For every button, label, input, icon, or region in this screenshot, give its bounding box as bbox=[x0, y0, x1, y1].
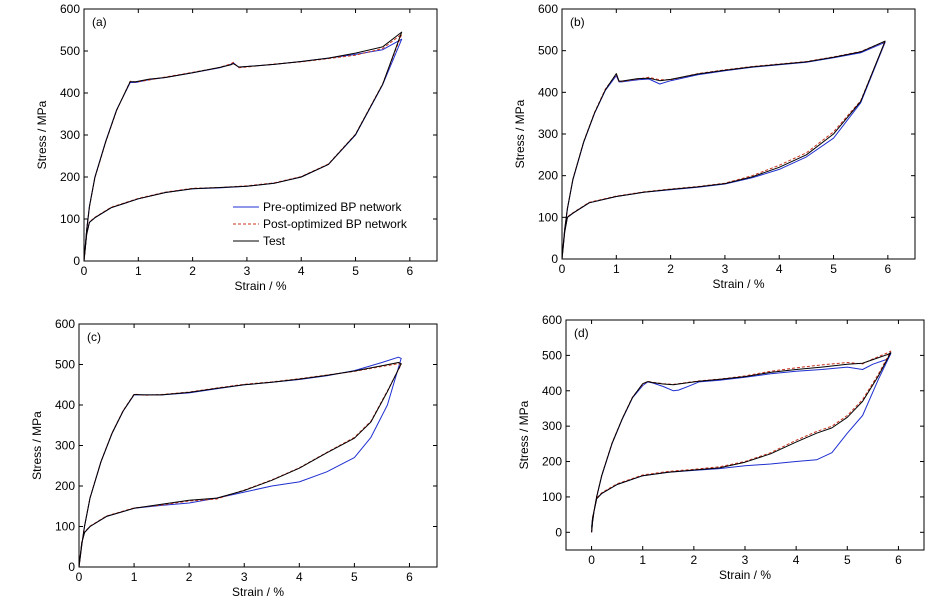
x-axis-label-d: Strain / % bbox=[719, 568, 771, 582]
series-post-optimized-b bbox=[562, 41, 886, 259]
y-tick-label: 200 bbox=[60, 170, 80, 184]
axes-frame-b bbox=[561, 8, 916, 260]
legend-label: Pre-optimized BP network bbox=[263, 200, 403, 214]
series-test-b bbox=[562, 40, 886, 259]
x-tick-label: 0 bbox=[588, 553, 595, 567]
x-tick-label: 3 bbox=[722, 262, 729, 276]
y-tick-label: 500 bbox=[55, 358, 75, 372]
y-tick-label: 100 bbox=[542, 490, 562, 504]
x-tick-label: 6 bbox=[407, 264, 414, 278]
x-tick-label: 2 bbox=[189, 264, 196, 278]
axes-frame-d bbox=[565, 319, 925, 551]
x-tick-label: 5 bbox=[351, 570, 358, 584]
panel-label-b: (b) bbox=[570, 15, 585, 29]
panel-label-d: (d) bbox=[574, 326, 589, 340]
x-tick-label: 6 bbox=[406, 570, 413, 584]
y-tick-label: 300 bbox=[542, 419, 562, 433]
panel-label-a: (a) bbox=[92, 15, 107, 29]
x-tick-label: 4 bbox=[296, 570, 303, 584]
series-pre-optimized-c bbox=[79, 356, 402, 567]
y-tick-label: 300 bbox=[538, 127, 558, 141]
panel-label-c: (c) bbox=[87, 330, 101, 344]
y-tick-label: 500 bbox=[60, 44, 80, 58]
x-tick-label: 6 bbox=[895, 553, 902, 567]
y-tick-label: 400 bbox=[538, 85, 558, 99]
x-tick-label: 1 bbox=[135, 264, 142, 278]
x-axis-label-c: Strain / % bbox=[232, 585, 284, 599]
series-test-a bbox=[84, 31, 403, 261]
x-tick-label: 3 bbox=[244, 264, 251, 278]
y-tick-label: 400 bbox=[542, 384, 562, 398]
x-tick-label: 6 bbox=[885, 262, 892, 276]
y-axis-label-c: Stress / MPa bbox=[30, 411, 44, 480]
axes-frame-c bbox=[78, 323, 438, 568]
y-tick-label: 500 bbox=[538, 44, 558, 58]
series-post-optimized-d bbox=[591, 350, 892, 533]
y-tick-label: 400 bbox=[55, 398, 75, 412]
panel-d: 0 1 2 3 4 5 6 0 100 200 300 400 500 600 Strain / % Stre… bbox=[517, 313, 925, 582]
x-tick-label: 5 bbox=[830, 262, 837, 276]
y-tick-label: 100 bbox=[60, 212, 80, 226]
y-tick-label: 600 bbox=[55, 317, 75, 331]
series-test-d bbox=[591, 352, 892, 533]
x-tick-label: 4 bbox=[776, 262, 783, 276]
y-tick-label: 600 bbox=[60, 2, 80, 16]
legend-label: Test bbox=[263, 234, 286, 248]
series-test-c bbox=[79, 362, 402, 567]
y-tick-label: 600 bbox=[538, 2, 558, 16]
y-tick-label: 400 bbox=[60, 86, 80, 100]
x-tick-label: 1 bbox=[639, 553, 646, 567]
y-tick-label: 0 bbox=[68, 560, 75, 574]
x-tick-label: 0 bbox=[81, 264, 88, 278]
x-tick-label: 0 bbox=[76, 570, 83, 584]
x-tick-label: 5 bbox=[844, 553, 851, 567]
x-tick-label: 4 bbox=[298, 264, 305, 278]
x-tick-label: 2 bbox=[667, 262, 674, 276]
y-axis-label-b: Stress / MPa bbox=[513, 99, 527, 168]
x-tick-label: 4 bbox=[793, 553, 800, 567]
x-tick-label: 3 bbox=[241, 570, 248, 584]
legend-label: Post-optimized BP network bbox=[263, 217, 408, 231]
y-tick-label: 100 bbox=[55, 520, 75, 534]
series-pre-optimized-d bbox=[591, 353, 892, 533]
series-pre-optimized-b bbox=[562, 41, 886, 259]
y-tick-label: 600 bbox=[542, 313, 562, 327]
x-axis-label-b: Strain / % bbox=[712, 277, 764, 291]
panel-b: 0 1 2 3 4 5 6 0 100 200 300 400 500 600 Strain / % Stre… bbox=[513, 2, 916, 291]
x-axis-label-a: Strain / % bbox=[234, 279, 286, 293]
x-tick-label: 2 bbox=[186, 570, 193, 584]
y-tick-label: 300 bbox=[60, 128, 80, 142]
x-tick-label: 1 bbox=[131, 570, 138, 584]
y-tick-label: 0 bbox=[551, 252, 558, 266]
y-tick-label: 200 bbox=[542, 455, 562, 469]
panel-a: 0 1 2 3 4 5 6 0 100 200 300 400 500 600 Strain / % Stre… bbox=[35, 2, 438, 293]
x-tick-label: 2 bbox=[691, 553, 698, 567]
y-axis-label-d: Stress / MPa bbox=[517, 400, 531, 469]
x-tick-label: 1 bbox=[613, 262, 620, 276]
y-tick-label: 100 bbox=[538, 210, 558, 224]
panel-c: 0 1 2 3 4 5 6 0 100 200 300 400 500 600 Strain / % Stre… bbox=[30, 317, 438, 599]
y-tick-label: 0 bbox=[73, 254, 80, 268]
x-tick-label: 0 bbox=[559, 262, 566, 276]
legend: Pre-optimized BP network Post-optimized B… bbox=[233, 200, 408, 248]
y-tick-label: 0 bbox=[555, 525, 562, 539]
x-tick-label: 3 bbox=[742, 553, 749, 567]
y-axis-label-a: Stress / MPa bbox=[35, 100, 49, 169]
y-tick-label: 500 bbox=[542, 348, 562, 362]
y-tick-label: 200 bbox=[538, 169, 558, 183]
y-tick-label: 200 bbox=[55, 479, 75, 493]
series-post-optimized-c bbox=[79, 363, 402, 567]
y-tick-label: 300 bbox=[55, 439, 75, 453]
x-tick-label: 5 bbox=[352, 264, 359, 278]
